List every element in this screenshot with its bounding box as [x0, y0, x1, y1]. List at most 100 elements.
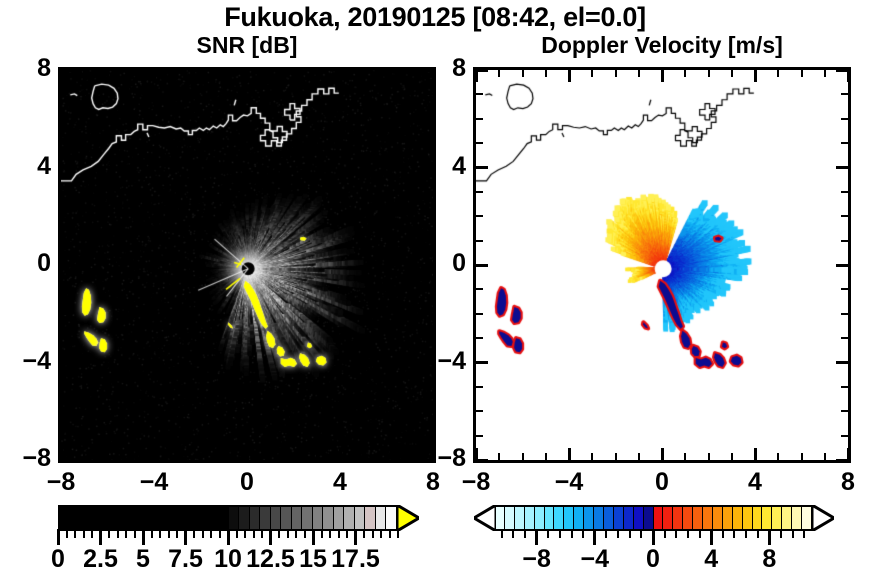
y-axis-tick-label: −4	[22, 346, 51, 375]
plot-panel-doppler[interactable]	[473, 67, 851, 463]
colorbar-tick	[617, 529, 620, 538]
y-tick	[476, 215, 483, 218]
colorbar-segment	[762, 507, 773, 529]
x-tick	[176, 70, 179, 77]
x-tick	[152, 448, 156, 460]
y-tick	[476, 190, 483, 193]
x-tick	[199, 70, 202, 77]
colorbar-segment	[703, 507, 713, 529]
colorbar-segment	[217, 507, 229, 529]
x-axis-tick-label: −8	[461, 468, 491, 496]
x-tick	[684, 70, 687, 77]
colorbar-tick-label: 10	[214, 545, 242, 573]
y-tick	[476, 434, 483, 437]
x-tick	[269, 453, 272, 460]
colorbar-tick	[159, 529, 161, 538]
colorbar-tick	[582, 529, 585, 538]
colorbar-tick	[295, 529, 297, 538]
colorbar-segment	[504, 507, 515, 529]
y-tick	[476, 361, 488, 364]
y-tick	[476, 385, 483, 388]
x-tick	[637, 70, 640, 77]
x-tick	[660, 70, 664, 82]
x-tick	[800, 453, 803, 460]
y-tick	[61, 361, 73, 364]
x-tick	[753, 70, 757, 82]
x-tick	[474, 70, 478, 82]
colorbar-tick	[803, 529, 806, 538]
doppler-colorbar[interactable]: −8 −4 0 4 8	[471, 502, 837, 573]
y-tick	[61, 434, 68, 437]
colorbar-tick	[780, 529, 782, 538]
colorbar-segment	[683, 507, 694, 529]
x-tick	[777, 453, 780, 460]
x-tick	[521, 453, 524, 460]
colorbar-segment	[144, 507, 155, 529]
x-tick	[544, 453, 547, 460]
x-tick	[567, 70, 571, 82]
colorbar-segment	[594, 507, 604, 529]
y-tick	[836, 458, 848, 462]
y-tick	[841, 190, 848, 193]
x-tick	[823, 70, 826, 77]
colorbar-segment	[613, 507, 624, 529]
colorbar-tick	[116, 529, 119, 538]
colorbar-segment	[386, 507, 396, 529]
colorbar-under-arrow	[471, 502, 498, 534]
colorbar-tick	[286, 529, 289, 538]
y-tick	[841, 215, 848, 218]
x-tick	[730, 70, 733, 77]
colorbar-segment	[302, 507, 313, 529]
x-tick	[431, 70, 435, 82]
y-tick	[61, 410, 68, 413]
x-tick	[521, 70, 524, 77]
colorbar-segment	[228, 507, 240, 529]
colorbar-tick	[252, 529, 255, 538]
colorbar-tick	[167, 529, 170, 538]
y-tick	[476, 93, 483, 96]
colorbar-segment	[495, 507, 505, 529]
y-tick	[476, 68, 488, 72]
y-tick	[426, 410, 433, 413]
x-axis-tick-label: 0	[655, 468, 669, 496]
y-tick	[841, 312, 848, 315]
y-tick	[841, 434, 848, 437]
colorbar-tick	[329, 529, 331, 538]
x-tick	[83, 453, 86, 460]
plot-panel-snr[interactable]	[58, 67, 436, 463]
colorbar-segment	[554, 507, 565, 529]
y-tick	[476, 166, 488, 169]
panel-title-snr: SNR [dB]	[196, 32, 298, 58]
x-tick	[707, 70, 710, 77]
page-title: Fukuoka, 20190125 [08:42, el=0.0]	[224, 2, 646, 32]
colorbar-tick	[193, 529, 195, 538]
colorbar-tick-label: 15	[299, 545, 327, 573]
colorbar-tick	[371, 529, 374, 538]
y-tick	[421, 68, 433, 72]
colorbar-segment	[742, 507, 753, 529]
x-axis-tick-label: 0	[240, 468, 254, 496]
x-tick	[222, 70, 225, 77]
colorbar-segment	[365, 507, 376, 529]
colorbar-segment	[544, 507, 555, 529]
x-tick	[315, 70, 318, 77]
y-tick	[421, 263, 433, 267]
y-tick	[426, 288, 433, 291]
colorbar-segment	[603, 507, 614, 529]
y-tick	[836, 68, 848, 72]
y-tick	[61, 263, 73, 267]
y-tick	[426, 117, 433, 120]
x-tick	[292, 453, 295, 460]
colorbar-segment	[260, 507, 271, 529]
y-tick	[421, 166, 433, 169]
colorbar-tick	[150, 529, 153, 538]
colorbar-tick	[337, 529, 340, 538]
snr-colorbar[interactable]: 0 2.5 5 7.5 10 12.5 15 17.5	[51, 502, 422, 573]
x-tick	[544, 70, 547, 77]
y-tick	[426, 239, 433, 242]
y-tick	[426, 385, 433, 388]
colorbar-tick	[663, 529, 666, 538]
colorbar-gradient	[493, 505, 813, 531]
colorbar-tick-label: 2.5	[83, 545, 118, 573]
x-tick	[567, 448, 571, 460]
